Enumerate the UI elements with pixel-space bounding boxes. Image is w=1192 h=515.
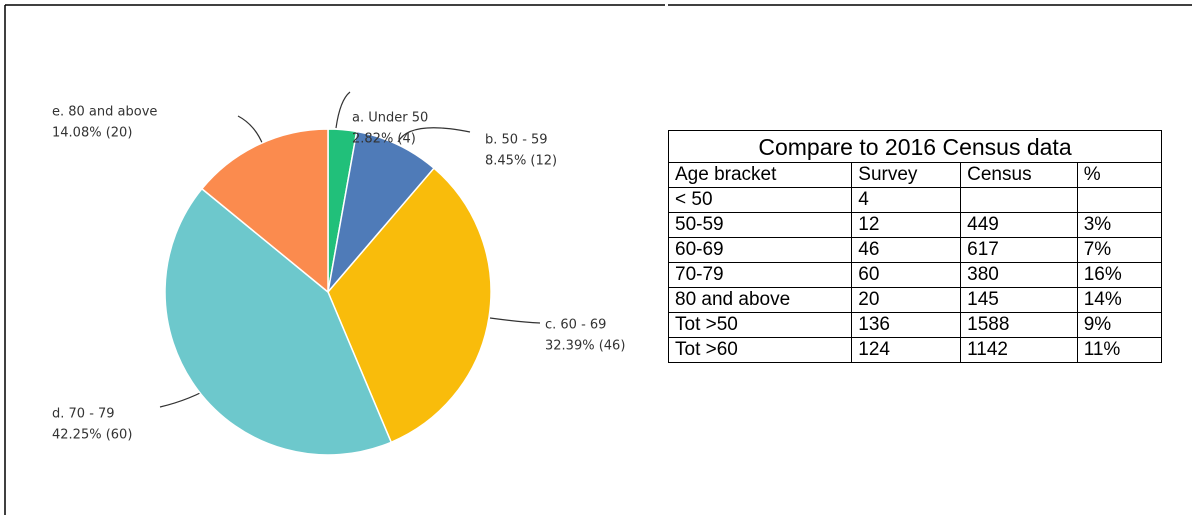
pie-slice [326,130,436,295]
table-cell: 1142 [960,337,1078,363]
slice-label: d. 70 - 79 [52,407,115,422]
leader-line [397,127,471,143]
slice-value-label: 14.08% (20) [52,126,132,141]
table-header-row: Age bracket Survey Census% [667,162,1163,188]
table-cell: 20 [851,287,962,313]
table-cell: 60 [851,262,962,288]
table-cell: 1588 [960,312,1078,338]
table-row: < 50 4 [667,187,1163,213]
table-cell: 7% [1076,237,1163,263]
table-title: Compare to 2016 Census data [668,130,1162,163]
table-cell: 124 [851,337,962,363]
slice-value-label: 32.39% (46) [545,339,625,354]
header-cell: Census [960,162,1078,188]
leader-line [489,317,541,324]
slice-value-label: 42.25% (60) [52,428,132,443]
table-cell: 50-59 [667,212,853,238]
slice-value-label: 8.45% (12) [485,154,557,169]
table-cell: 136 [851,312,962,338]
table-cell: 46 [851,237,962,263]
slice-label: a. Under 50 [352,111,428,126]
pie-slice [327,167,492,444]
table-cell: 80 and above [667,287,853,313]
header-cell: % [1076,162,1163,188]
table-cell: 16% [1076,262,1163,288]
table-cell: 380 [960,262,1078,288]
table-cell: 11% [1076,337,1163,363]
table-cell: 449 [960,212,1078,238]
table-row: 80 and above 20 145 14% [667,287,1163,313]
slice-label: b. 50 - 59 [485,133,548,148]
table-row: Compare to 2016 Census data [668,130,1162,163]
slice-label: c. 60 - 69 [545,318,606,333]
table-cell: < 50 [667,187,853,213]
header-cell: Survey [851,162,962,188]
table-cell: 145 [960,287,1078,313]
table-row: 70-79 60 380 16% [667,262,1163,288]
header-cell: Age bracket [667,162,853,188]
leader-line [237,115,264,146]
census-table: Compare to 2016 Census data Age bracket Su… [667,130,1163,363]
table-row: Tot >60 124 1142 11% [667,337,1163,363]
table-cell [1076,187,1163,213]
table-cell: 14% [1076,287,1163,313]
table-row: Tot >50 136 1588 9% [667,312,1163,338]
slice-label: e. 80 and above [52,105,157,120]
table-cell: 60-69 [667,237,853,263]
table-cell: 3% [1076,212,1163,238]
slice-value-label: 2.82% (4) [352,132,416,147]
table-cell: 12 [851,212,962,238]
table-cell: 4 [851,187,962,213]
table-row: 60-69 46 617 7% [667,237,1163,263]
table-cell: 70-79 [667,262,853,288]
pie-slice [200,128,329,294]
pie [164,128,492,456]
table-cell: Tot >60 [667,337,853,363]
table-row: 50-59 12 449 3% [667,212,1163,238]
pie-slice [164,187,393,456]
table-cell: Tot >50 [667,312,853,338]
table-cell [960,187,1078,213]
leader-line [335,91,351,129]
table-cell: 9% [1076,312,1163,338]
table-cell: 617 [960,237,1078,263]
